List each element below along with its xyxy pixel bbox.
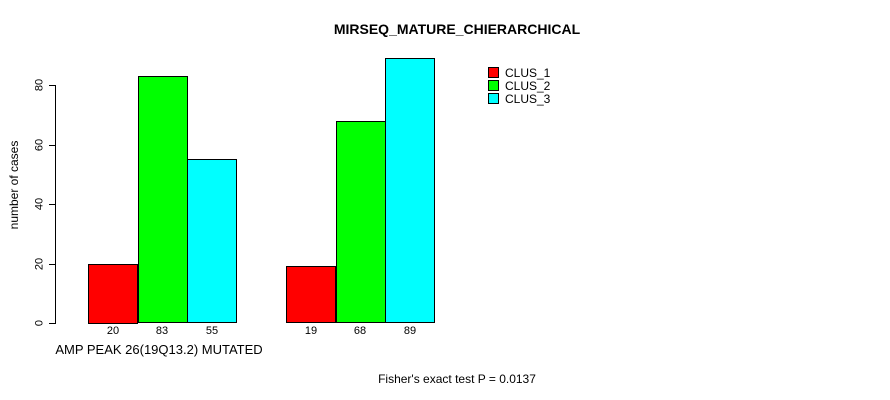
y-axis-line (55, 85, 56, 324)
legend-swatch-clus_2 (488, 80, 499, 91)
bar-value-label: 55 (205, 325, 219, 337)
bar-clus_2-group1 (138, 76, 188, 323)
footer-note: Fisher's exact test P = 0.0137 (378, 372, 536, 386)
bar-value-label: 83 (155, 325, 169, 337)
legend-swatch-clus_3 (488, 93, 499, 104)
legend-label-clus_1: CLUS_1 (505, 66, 551, 80)
legend-label-clus_3: CLUS_3 (505, 92, 551, 106)
bar-value-label: 68 (353, 325, 367, 337)
bar-clus_1-group1 (88, 264, 138, 324)
legend-swatch-clus_1 (488, 67, 499, 78)
y-tick-label: 60 (33, 138, 46, 152)
legend-label-clus_2: CLUS_2 (505, 79, 551, 93)
y-tick-label: 20 (33, 257, 46, 271)
y-axis-label: number of cases (7, 140, 21, 230)
y-tick-mark (49, 323, 55, 324)
bar-clus_1-group2 (286, 266, 336, 323)
bar-clus_3-group2 (385, 58, 435, 323)
y-tick-mark (49, 145, 55, 146)
y-tick-mark (49, 85, 55, 86)
bar-clus_3-group1 (187, 159, 237, 323)
y-tick-mark (49, 264, 55, 265)
y-tick-label: 0 (33, 319, 46, 327)
chart-title: MIRSEQ_MATURE_CHIERARCHICAL (333, 21, 581, 37)
bar-value-label: 20 (106, 325, 120, 337)
bar-clus_2-group2 (336, 121, 386, 323)
y-tick-mark (49, 204, 55, 205)
y-tick-label: 40 (33, 197, 46, 211)
bar-value-label: 89 (403, 325, 417, 337)
y-tick-label: 80 (33, 78, 46, 92)
bar-value-label: 19 (304, 325, 318, 337)
x-axis-label: AMP PEAK 26(19Q13.2) MUTATED (55, 342, 263, 357)
